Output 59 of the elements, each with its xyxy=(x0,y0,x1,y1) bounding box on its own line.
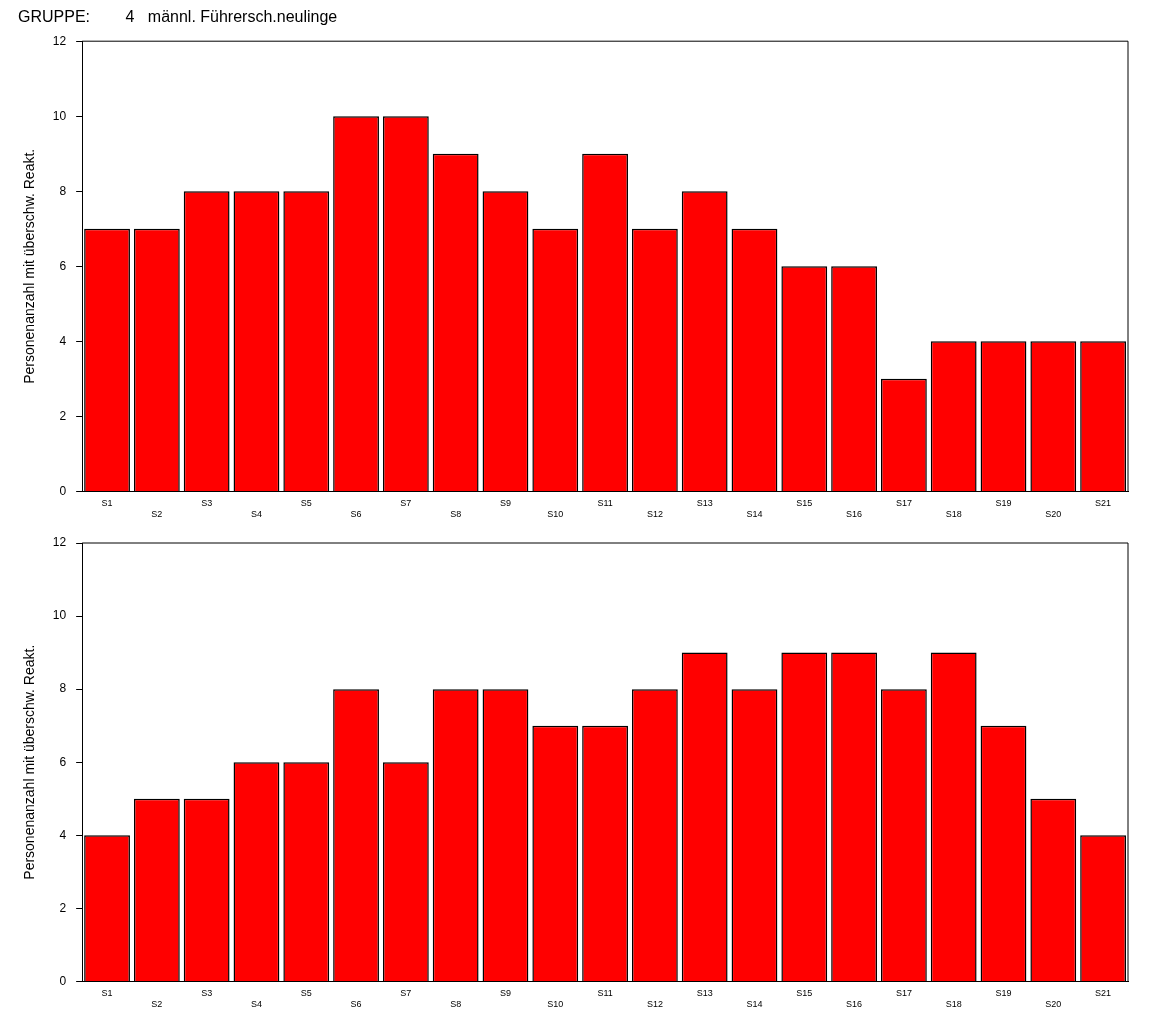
x-tick-label: S1 xyxy=(101,988,113,999)
chart-title: GRUPPE: 4 männl. Führersch.neulinge xyxy=(18,8,338,26)
x-tick-label: S18 xyxy=(945,999,962,1010)
x-tick-label: S6 xyxy=(350,999,362,1010)
x-tick-label: S16 xyxy=(846,509,863,520)
y-tick-label: 10 xyxy=(52,108,67,123)
x-tick-label: S4 xyxy=(250,999,262,1010)
x-tick-label: S19 xyxy=(995,498,1012,509)
x-tick-label: S6 xyxy=(350,509,362,520)
x-tick-label: S14 xyxy=(746,999,763,1010)
x-tick-label: S18 xyxy=(945,509,962,520)
x-tick-label: S21 xyxy=(1095,498,1112,509)
y-tick-label: 8 xyxy=(59,183,67,198)
y-tick-label: 2 xyxy=(59,900,67,915)
x-tick-label: S13 xyxy=(696,988,713,999)
x-tick-label: S7 xyxy=(400,988,412,999)
x-tick-label: S3 xyxy=(201,988,213,999)
x-tick-label: S14 xyxy=(746,509,763,520)
x-tick-label: S5 xyxy=(300,988,312,999)
x-tick-label: S19 xyxy=(995,988,1012,999)
y-tick-label: 6 xyxy=(59,754,67,769)
x-tick-label: S13 xyxy=(696,498,713,509)
x-tick-label: S20 xyxy=(1045,999,1062,1010)
x-tick-label: S12 xyxy=(646,509,663,520)
y-tick-label: 12 xyxy=(52,535,67,550)
x-tick-label: S5 xyxy=(300,498,312,509)
y-tick-label: 6 xyxy=(59,258,67,273)
x-tick-label: S20 xyxy=(1045,509,1062,520)
x-tick-label: S15 xyxy=(796,498,813,509)
y-tick-label: 10 xyxy=(52,608,67,623)
x-tick-label: S11 xyxy=(597,988,613,999)
y-tick-label: 0 xyxy=(59,483,67,498)
y-axis-title: Personenanzahl mit überschw. Reakt. xyxy=(21,644,38,880)
x-tick-label: S4 xyxy=(250,509,262,520)
y-tick-label: 2 xyxy=(59,408,67,423)
x-tick-label: S9 xyxy=(499,498,511,509)
x-tick-label: S8 xyxy=(450,999,462,1010)
x-tick-label: S21 xyxy=(1095,988,1112,999)
x-tick-label: S9 xyxy=(499,988,511,999)
x-tick-label: S10 xyxy=(547,999,564,1010)
y-tick-label: 8 xyxy=(59,681,67,696)
x-tick-label: S7 xyxy=(400,498,412,509)
x-tick-label: S15 xyxy=(796,988,813,999)
x-tick-label: S8 xyxy=(450,509,462,520)
x-tick-label: S12 xyxy=(646,999,663,1010)
x-tick-label: S3 xyxy=(201,498,213,509)
x-tick-label: S16 xyxy=(846,999,863,1010)
x-tick-label: S11 xyxy=(597,498,613,509)
x-tick-label: S2 xyxy=(151,509,163,520)
x-tick-label: S17 xyxy=(895,498,912,509)
y-tick-label: 4 xyxy=(59,827,67,842)
x-tick-label: S1 xyxy=(101,498,113,509)
y-axis-title: Personenanzahl mit überschw. Reakt. xyxy=(21,148,38,384)
x-tick-label: S2 xyxy=(151,999,163,1010)
x-tick-label: S10 xyxy=(547,509,564,520)
y-tick-label: 4 xyxy=(59,333,67,348)
y-tick-label: 0 xyxy=(59,973,67,988)
x-tick-label: S17 xyxy=(895,988,912,999)
y-tick-label: 12 xyxy=(52,33,67,48)
